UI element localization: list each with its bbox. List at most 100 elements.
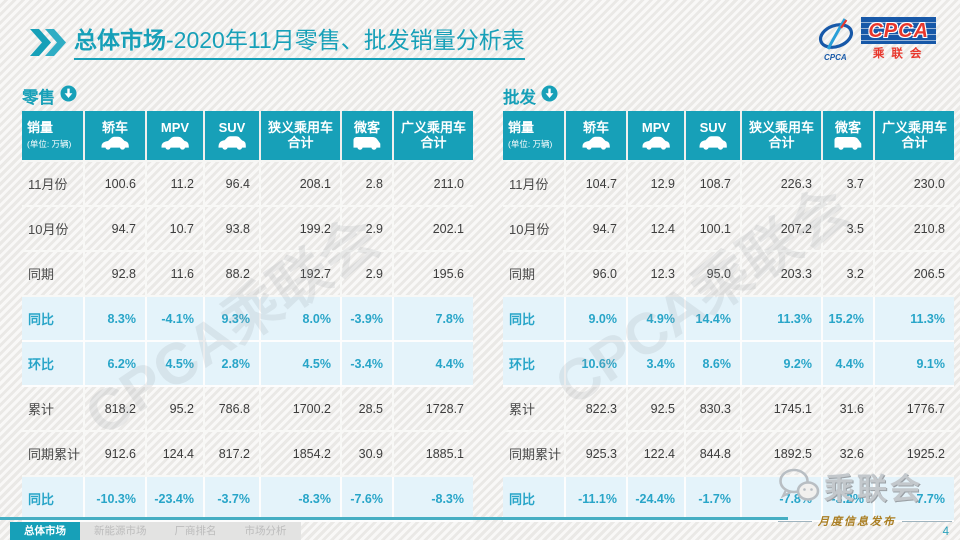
table-cell: 32.6 — [821, 431, 874, 477]
table-row: 同期累计 912.6 124.4 817.2 1854.2 30.9 1885.1 — [22, 431, 473, 477]
table-cell: 3.7 — [821, 161, 874, 207]
sedan-icon — [642, 137, 670, 151]
table-cell: 11.6 — [145, 251, 204, 297]
table-cell: 96.4 — [203, 161, 260, 207]
table-cell: 3.4% — [626, 341, 685, 387]
table-cell: 15.2% — [821, 296, 874, 342]
table-cell: 2.9 — [340, 206, 393, 252]
van-icon — [834, 137, 862, 151]
row-label: 同比 — [503, 296, 565, 342]
table-cell: 1728.7 — [392, 386, 473, 432]
row-label: 同期累计 — [503, 431, 565, 477]
column-header-label: SUV — [699, 119, 727, 135]
table-cell: 9.1% — [873, 341, 954, 387]
table-cell: 925.3 — [564, 431, 627, 477]
table-cell: 11.2 — [145, 161, 204, 207]
table-cell: -23.4% — [145, 476, 204, 522]
footer-tab-2[interactable]: 新能源市场 — [80, 522, 161, 540]
table-cell: 195.6 — [392, 251, 473, 297]
footer-tab-3[interactable]: 厂商排名 — [160, 522, 231, 540]
row-label: 11月份 — [503, 161, 565, 207]
table-cell: 96.0 — [564, 251, 627, 297]
column-header-unit: (单位: 万辆) — [508, 138, 553, 149]
table-cell: -10.3% — [83, 476, 146, 522]
table-cell: 100.1 — [684, 206, 741, 252]
table-cell: 4.4% — [821, 341, 874, 387]
table-cell: 31.6 — [821, 386, 874, 432]
table-cell: 912.6 — [83, 431, 146, 477]
column-header-label: 轿车 — [582, 119, 609, 135]
row-label: 同比 — [503, 476, 565, 522]
table-cell: 9.3% — [203, 296, 260, 342]
publication-label: 月度信息发布 — [818, 516, 896, 528]
table-cell: 7.8% — [392, 296, 473, 342]
table-cell: 1700.2 — [259, 386, 341, 432]
row-label: 累计 — [22, 386, 84, 432]
title-bar: 总体市场-2020年11月零售、批发销量分析表 — [30, 26, 810, 60]
table-cell: 94.7 — [564, 206, 627, 252]
column-header: 广义乘用车 合计 — [392, 111, 473, 162]
table-cell: 28.5 — [340, 386, 393, 432]
table-cell: -8.3% — [259, 476, 341, 522]
wholesale-header-row: 销量 (单位: 万辆) 轿车 MPV SUV 狭义乘用车 合计 微客 广义乘用车 合计 — [503, 111, 954, 162]
table-cell: -11.1% — [564, 476, 627, 522]
table-row: 11月份 104.7 12.9 108.7 226.3 3.7 230.0 — [503, 161, 954, 207]
double-chevron-icon — [30, 29, 66, 56]
table-cell: 104.7 — [564, 161, 627, 207]
table-cell: -4.1% — [145, 296, 204, 342]
table-cell: 817.2 — [203, 431, 260, 477]
publication-line-left — [778, 520, 812, 522]
table-cell: 8.6% — [684, 341, 741, 387]
table-cell: 203.3 — [740, 251, 822, 297]
footer-tab-1[interactable]: 总体市场 — [10, 522, 80, 540]
table-cell: 6.2% — [83, 341, 146, 387]
table-cell: 830.3 — [684, 386, 741, 432]
page-title-emphasis: 总体市场 — [74, 27, 166, 53]
row-label: 同期 — [22, 251, 84, 297]
table-cell: 12.3 — [626, 251, 685, 297]
table-row: 10月份 94.7 12.4 100.1 207.2 3.5 210.8 — [503, 206, 954, 252]
table-cell: 1854.2 — [259, 431, 341, 477]
table-cell: -3.2% — [821, 476, 874, 522]
suv-icon — [218, 136, 246, 151]
row-label: 累计 — [503, 386, 565, 432]
table-cell: 92.8 — [83, 251, 146, 297]
column-header-label: 广义乘用车 — [881, 119, 947, 135]
column-header-label: 轿车 — [101, 119, 128, 135]
column-header-label2: 合计 — [901, 134, 928, 150]
table-row: 同比 -10.3% -23.4% -3.7% -8.3% -7.6% -8.3% — [22, 476, 473, 522]
table-cell: 206.5 — [873, 251, 954, 297]
circle-down-arrow-icon — [60, 85, 77, 107]
table-cell: 1776.7 — [873, 386, 954, 432]
table-cell: 818.2 — [83, 386, 146, 432]
table-cell: 8.3% — [83, 296, 146, 342]
table-cell: 844.8 — [684, 431, 741, 477]
table-cell: 226.3 — [740, 161, 822, 207]
retail-table: 销量 (单位: 万辆) 轿车 MPV SUV 狭义乘用车 合计 微客 广义乘用车 合计 11月份 1… — [22, 111, 473, 522]
table-cell: 4.4% — [392, 341, 473, 387]
table-cell: 210.8 — [873, 206, 954, 252]
column-header: 狭义乘用车 合计 — [259, 111, 341, 162]
table-cell: 199.2 — [259, 206, 341, 252]
table-row: 环比 10.6% 3.4% 8.6% 9.2% 4.4% 9.1% — [503, 341, 954, 387]
table-row: 累计 822.3 92.5 830.3 1745.1 31.6 1776.7 — [503, 386, 954, 432]
row-label: 同比 — [22, 476, 84, 522]
column-header-label: 销量 — [27, 120, 54, 136]
table-cell: 14.4% — [684, 296, 741, 342]
table-cell: 8.0% — [259, 296, 341, 342]
column-header-label: 微客 — [353, 119, 380, 135]
table-cell: 3.2 — [821, 251, 874, 297]
cpca-logo-right: CPCA 乘联会 — [861, 17, 936, 61]
column-header: 微客 — [821, 111, 874, 162]
row-label: 11月份 — [22, 161, 84, 207]
footer-tab-4[interactable]: 市场分析 — [230, 522, 301, 540]
table-cell: 9.0% — [564, 296, 627, 342]
page-title: 总体市场-2020年11月零售、批发销量分析表 — [74, 26, 525, 60]
table-cell: 202.1 — [392, 206, 473, 252]
table-cell: -3.4% — [340, 341, 393, 387]
table-cell: 211.0 — [392, 161, 473, 207]
column-header-label2: 合计 — [420, 134, 447, 150]
table-row: 11月份 100.6 11.2 96.4 208.1 2.8 211.0 — [22, 161, 473, 207]
column-header-label: 狭义乘用车 — [748, 119, 814, 135]
table-row: 同比 8.3% -4.1% 9.3% 8.0% -3.9% 7.8% — [22, 296, 473, 342]
